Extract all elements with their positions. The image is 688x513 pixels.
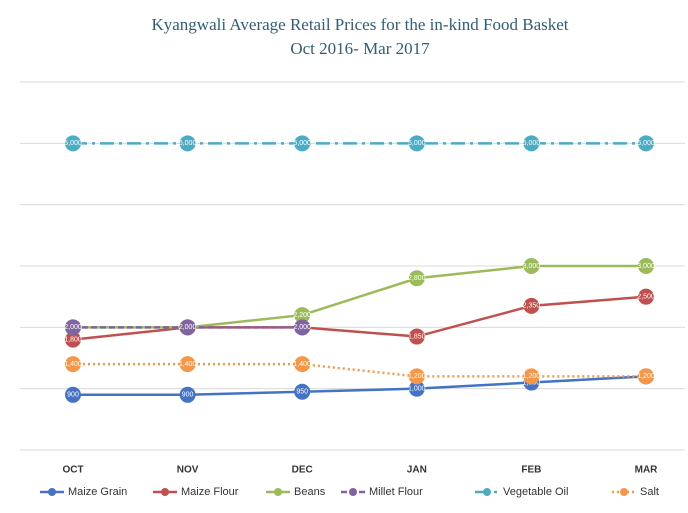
- data-point: [294, 135, 311, 152]
- data-point: [408, 270, 425, 287]
- data-label: 900: [182, 392, 194, 399]
- data-label: 1,200: [637, 373, 655, 380]
- data-label: 1,400: [293, 361, 311, 368]
- data-point: [65, 331, 81, 348]
- data-label: 2,000: [179, 324, 197, 331]
- x-tick-label: JAN: [407, 465, 427, 476]
- legend-label: Maize Flour: [181, 486, 239, 498]
- data-label: 2,500: [637, 294, 655, 301]
- x-tick-label: NOV: [177, 465, 199, 476]
- data-label: 5,000: [637, 140, 655, 147]
- data-label: 2,800: [408, 275, 426, 282]
- data-point: [408, 328, 425, 345]
- data-point: [408, 368, 425, 385]
- x-tick-label: FEB: [521, 465, 541, 476]
- data-label: 2,000: [64, 324, 82, 331]
- data-label: 5,000: [293, 140, 311, 147]
- data-label: 1,800: [64, 336, 82, 343]
- data-point: [179, 386, 196, 403]
- data-point: [638, 258, 654, 274]
- data-point: [523, 258, 540, 274]
- data-label: 1,000: [408, 386, 426, 393]
- series-line: [72, 295, 647, 341]
- data-point: [65, 386, 81, 403]
- x-tick-label: DEC: [292, 465, 313, 476]
- data-label: 5,000: [523, 140, 541, 147]
- x-tick-label: MAR: [635, 465, 659, 476]
- series-line: [73, 362, 646, 378]
- data-label: 2,350: [523, 303, 541, 310]
- data-point: [408, 135, 425, 152]
- series-line: [73, 375, 647, 397]
- data-label: 1,850: [408, 333, 426, 340]
- data-label: 5,000: [64, 140, 82, 147]
- legend-label: Maize Grain: [68, 486, 127, 498]
- data-label: 1,400: [179, 361, 197, 368]
- legend-label: Millet Flour: [369, 486, 423, 498]
- legend-marker: [620, 488, 628, 496]
- data-point: [179, 319, 196, 336]
- data-label: 950: [296, 389, 308, 396]
- data-point: [638, 368, 654, 385]
- data-point: [179, 356, 196, 373]
- data-label: 3,000: [637, 263, 655, 270]
- data-point: [65, 356, 81, 373]
- data-point: [523, 368, 540, 385]
- data-point: [179, 135, 196, 152]
- data-point: [294, 383, 311, 400]
- data-point: [294, 356, 311, 373]
- data-label: 1,200: [408, 373, 426, 380]
- data-label: 900: [67, 392, 79, 399]
- data-label: 5,000: [179, 140, 197, 147]
- legend-label: Vegetable Oil: [503, 486, 568, 498]
- data-point: [638, 288, 654, 305]
- data-point: [65, 135, 81, 152]
- data-label: 2,000: [293, 324, 311, 331]
- chart-subtitle: Oct 2016- Mar 2017: [290, 39, 430, 58]
- data-point: [523, 297, 540, 314]
- data-point: [294, 319, 311, 336]
- x-tick-label: OCT: [62, 465, 83, 476]
- data-label: 5,000: [408, 140, 426, 147]
- legend-marker: [483, 488, 491, 496]
- data-label: 3,000: [523, 263, 541, 270]
- legend-label: Salt: [640, 486, 659, 498]
- legend-marker: [274, 488, 282, 496]
- data-point: [408, 380, 425, 397]
- data-label: 1,200: [523, 373, 541, 380]
- chart-title: Kyangwali Average Retail Prices for the …: [151, 15, 568, 34]
- legend-marker: [161, 488, 169, 496]
- data-label: 2,200: [293, 312, 311, 319]
- data-point: [65, 319, 81, 336]
- legend-label: Beans: [294, 486, 326, 498]
- series-line: [73, 264, 646, 329]
- data-point: [294, 307, 311, 324]
- legend-marker: [48, 488, 56, 496]
- legend-marker: [349, 488, 357, 496]
- data-label: 1,400: [64, 361, 82, 368]
- data-point: [638, 135, 654, 152]
- data-point: [523, 135, 540, 152]
